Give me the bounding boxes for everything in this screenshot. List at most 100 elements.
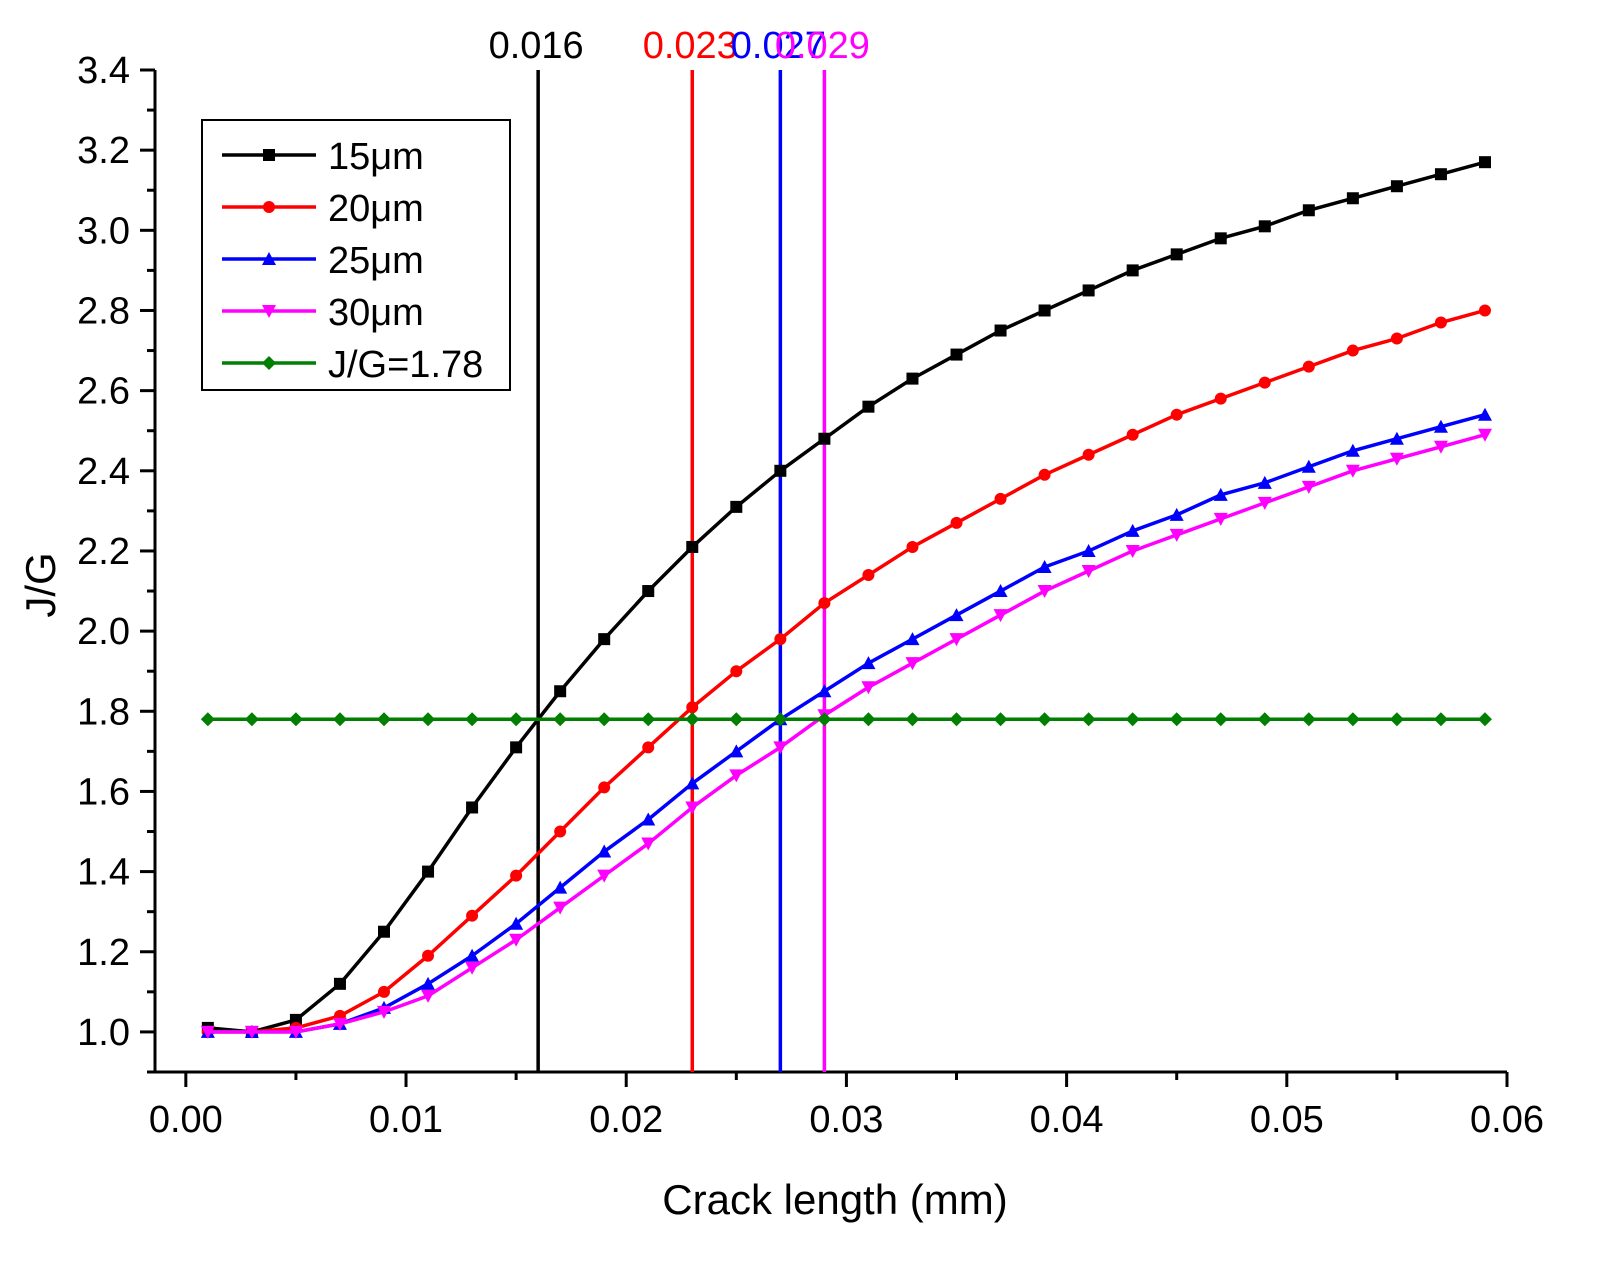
data-point bbox=[906, 540, 919, 553]
data-point bbox=[1390, 332, 1403, 345]
data-point bbox=[994, 324, 1007, 337]
data-point bbox=[1302, 204, 1315, 217]
x-tick-label: 0.03 bbox=[809, 1099, 883, 1141]
legend-label: J/G=1.78 bbox=[328, 344, 483, 386]
y-tick-label: 2.8 bbox=[77, 290, 130, 332]
x-axis-title: Crack length (mm) bbox=[662, 1176, 1007, 1223]
data-point bbox=[465, 712, 480, 727]
data-point bbox=[906, 372, 919, 385]
data-point bbox=[1214, 392, 1227, 405]
data-point bbox=[422, 865, 435, 878]
data-point bbox=[862, 569, 875, 582]
data-point bbox=[598, 633, 611, 646]
data-point bbox=[554, 825, 567, 838]
data-point bbox=[1258, 220, 1271, 233]
x-tick-label: 0.02 bbox=[589, 1099, 663, 1141]
data-point bbox=[774, 633, 787, 646]
data-point bbox=[554, 685, 567, 698]
y-tick-label: 2.2 bbox=[77, 531, 130, 573]
legend-label: 30μm bbox=[328, 292, 424, 334]
y-tick-label: 2.0 bbox=[77, 611, 130, 653]
data-point bbox=[1213, 487, 1228, 501]
data-point bbox=[685, 776, 700, 790]
axes-frame bbox=[153, 70, 1507, 1074]
series-j-g-1-78 bbox=[200, 712, 1492, 727]
data-point bbox=[773, 741, 788, 755]
data-point bbox=[421, 712, 436, 727]
data-point bbox=[597, 712, 612, 727]
data-point bbox=[465, 961, 480, 975]
data-point bbox=[553, 901, 568, 915]
data-point bbox=[949, 633, 964, 647]
series-line bbox=[207, 308, 1486, 1034]
data-point bbox=[905, 632, 920, 646]
data-point bbox=[949, 712, 964, 727]
data-point bbox=[263, 149, 275, 161]
data-point bbox=[642, 585, 655, 598]
legend-box bbox=[201, 119, 511, 391]
legend-label: 25μm bbox=[328, 240, 424, 282]
data-point bbox=[465, 948, 480, 962]
data-point bbox=[333, 977, 346, 990]
data-point bbox=[685, 712, 700, 727]
data-point bbox=[1038, 468, 1051, 481]
data-point bbox=[378, 985, 391, 998]
data-point bbox=[818, 597, 831, 610]
data-point bbox=[641, 712, 656, 727]
data-point bbox=[421, 976, 436, 990]
data-point bbox=[1125, 712, 1140, 727]
data-point bbox=[377, 712, 392, 727]
data-point bbox=[332, 712, 347, 727]
data-point bbox=[421, 989, 436, 1003]
data-point bbox=[1037, 585, 1052, 599]
data-point bbox=[1302, 360, 1315, 373]
data-point bbox=[1213, 512, 1228, 526]
data-point bbox=[1037, 559, 1052, 573]
threshold-label: 0.023 bbox=[643, 25, 738, 67]
data-point bbox=[332, 1017, 347, 1031]
data-point bbox=[597, 869, 612, 883]
data-point bbox=[1346, 192, 1359, 205]
data-point bbox=[905, 712, 920, 727]
data-point bbox=[1478, 156, 1491, 169]
data-point bbox=[861, 681, 876, 695]
x-tick-label: 0.05 bbox=[1250, 1099, 1324, 1141]
x-tick-label: 0.04 bbox=[1030, 1099, 1104, 1141]
series-line bbox=[207, 160, 1486, 1034]
data-point bbox=[729, 769, 744, 783]
data-point bbox=[244, 712, 259, 727]
data-point bbox=[1478, 304, 1491, 317]
data-point bbox=[1125, 523, 1140, 537]
data-point bbox=[509, 916, 524, 930]
data-point bbox=[1477, 407, 1492, 421]
data-point bbox=[641, 812, 656, 826]
legend: 15μm 20μm 25μm 30μm J/G=1.78 bbox=[201, 119, 511, 391]
data-point bbox=[730, 500, 743, 513]
data-point bbox=[1434, 316, 1447, 329]
data-point bbox=[861, 712, 876, 727]
data-point bbox=[509, 712, 524, 727]
data-point bbox=[1301, 480, 1316, 494]
data-point bbox=[950, 348, 963, 361]
x-tick-label: 0.00 bbox=[149, 1099, 223, 1141]
data-point bbox=[597, 844, 612, 858]
data-point bbox=[818, 432, 831, 445]
data-point bbox=[1037, 712, 1052, 727]
data-point bbox=[288, 1025, 303, 1039]
data-point bbox=[1345, 712, 1360, 727]
data-point bbox=[1081, 565, 1096, 578]
data-point bbox=[905, 657, 920, 671]
data-point bbox=[1126, 264, 1139, 277]
data-point bbox=[598, 781, 611, 794]
data-point bbox=[861, 656, 876, 670]
data-point bbox=[1433, 419, 1448, 433]
y-tick-label: 3.0 bbox=[77, 210, 130, 252]
data-point bbox=[1170, 408, 1183, 421]
y-tick-label: 1.2 bbox=[77, 932, 130, 974]
data-point bbox=[200, 712, 215, 727]
data-point bbox=[993, 712, 1008, 727]
data-point bbox=[466, 801, 479, 814]
data-point bbox=[553, 712, 568, 727]
